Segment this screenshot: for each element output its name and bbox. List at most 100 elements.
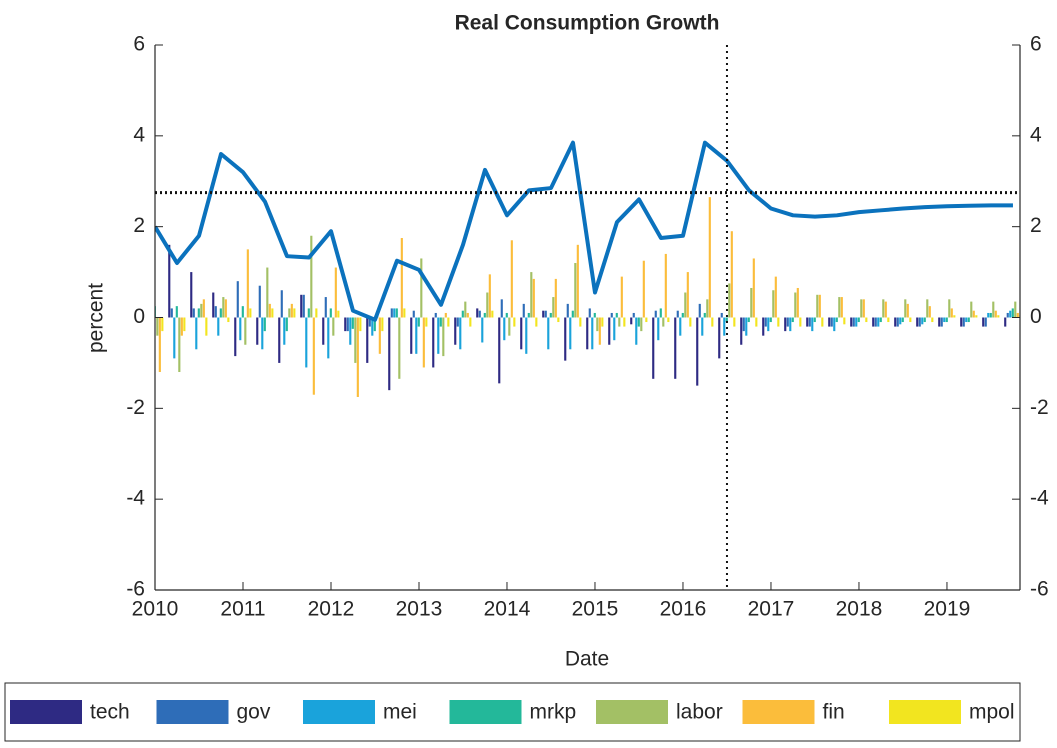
bar — [552, 297, 555, 318]
bar — [989, 312, 992, 318]
y2-tick-label: 4 — [1030, 123, 1042, 146]
bar — [811, 317, 814, 332]
bar — [346, 317, 349, 332]
bar — [271, 308, 274, 318]
bar — [513, 317, 516, 327]
bar — [747, 317, 750, 323]
bar — [293, 308, 296, 318]
bar — [992, 301, 995, 318]
bar — [510, 240, 513, 318]
bar — [527, 312, 530, 318]
bar — [388, 317, 391, 391]
bar — [896, 317, 899, 327]
bar — [315, 308, 318, 318]
bar — [202, 299, 205, 318]
bar — [1014, 301, 1017, 318]
bar — [393, 308, 396, 318]
bar — [535, 317, 538, 327]
bar — [662, 317, 665, 327]
bar — [940, 317, 943, 327]
bar — [356, 317, 359, 397]
bar — [840, 297, 843, 318]
bar — [322, 317, 325, 345]
bar — [222, 297, 225, 318]
bar — [554, 278, 557, 318]
bar — [373, 317, 376, 332]
bar — [696, 317, 699, 386]
bar — [544, 310, 547, 318]
bar — [906, 303, 909, 318]
bar — [642, 260, 645, 318]
bar — [464, 301, 467, 318]
y2-tick-label: 0 — [1030, 305, 1042, 328]
bar — [307, 308, 310, 318]
bar — [877, 317, 880, 327]
bar — [855, 317, 858, 327]
bar — [359, 317, 362, 332]
bar — [525, 317, 528, 354]
bar — [422, 317, 425, 368]
bar — [674, 317, 677, 379]
bar — [632, 312, 635, 318]
x-tick-label: 2017 — [748, 598, 795, 621]
bar — [447, 317, 450, 327]
bar — [1011, 308, 1014, 318]
bar — [530, 272, 533, 318]
bar — [146, 318, 148, 341]
bar — [454, 317, 457, 345]
bar — [219, 308, 222, 318]
bar — [481, 317, 484, 343]
bar — [403, 308, 406, 318]
bar — [246, 249, 249, 318]
bar — [437, 317, 440, 354]
bar — [200, 303, 203, 318]
chart-title: Real Consumption Growth — [455, 12, 720, 35]
legend-label: mei — [383, 701, 417, 724]
bar — [752, 258, 755, 318]
bar — [349, 317, 352, 345]
bar — [224, 299, 227, 318]
bar — [442, 317, 445, 357]
bar — [613, 317, 616, 341]
bar — [491, 310, 494, 318]
bar — [439, 317, 442, 327]
bar — [828, 317, 831, 327]
bar — [488, 274, 491, 318]
bar — [686, 272, 689, 318]
bar — [764, 317, 767, 327]
bar — [327, 317, 330, 359]
bar — [813, 317, 816, 323]
legend-label: fin — [823, 701, 845, 724]
bar — [701, 317, 704, 336]
bar — [879, 317, 882, 323]
bar — [623, 317, 626, 327]
bar — [1016, 312, 1019, 318]
bar — [305, 317, 308, 368]
bar — [654, 310, 657, 318]
bar — [522, 303, 525, 318]
bar — [994, 310, 997, 318]
bar — [564, 317, 567, 361]
bar — [486, 292, 489, 318]
bar — [960, 317, 963, 327]
x-tick-label: 2010 — [132, 598, 179, 621]
legend-label: mpol — [969, 701, 1015, 724]
bar — [997, 315, 1000, 318]
bar — [615, 312, 618, 318]
bar — [178, 317, 181, 372]
x-tick-label: 2011 — [220, 598, 265, 621]
bar — [520, 317, 523, 350]
bar — [821, 317, 824, 327]
x-tick-label: 2015 — [572, 598, 619, 621]
bar — [720, 312, 723, 318]
bar — [557, 317, 560, 323]
x-axis-label: Date — [565, 648, 609, 671]
bar — [300, 294, 303, 318]
bar — [901, 317, 904, 323]
bar — [772, 290, 775, 318]
legend-swatch — [10, 700, 82, 724]
bar — [149, 318, 151, 332]
bar — [762, 317, 765, 336]
x-tick-label: 2019 — [924, 598, 971, 621]
y2-tick-label: 2 — [1030, 214, 1042, 237]
